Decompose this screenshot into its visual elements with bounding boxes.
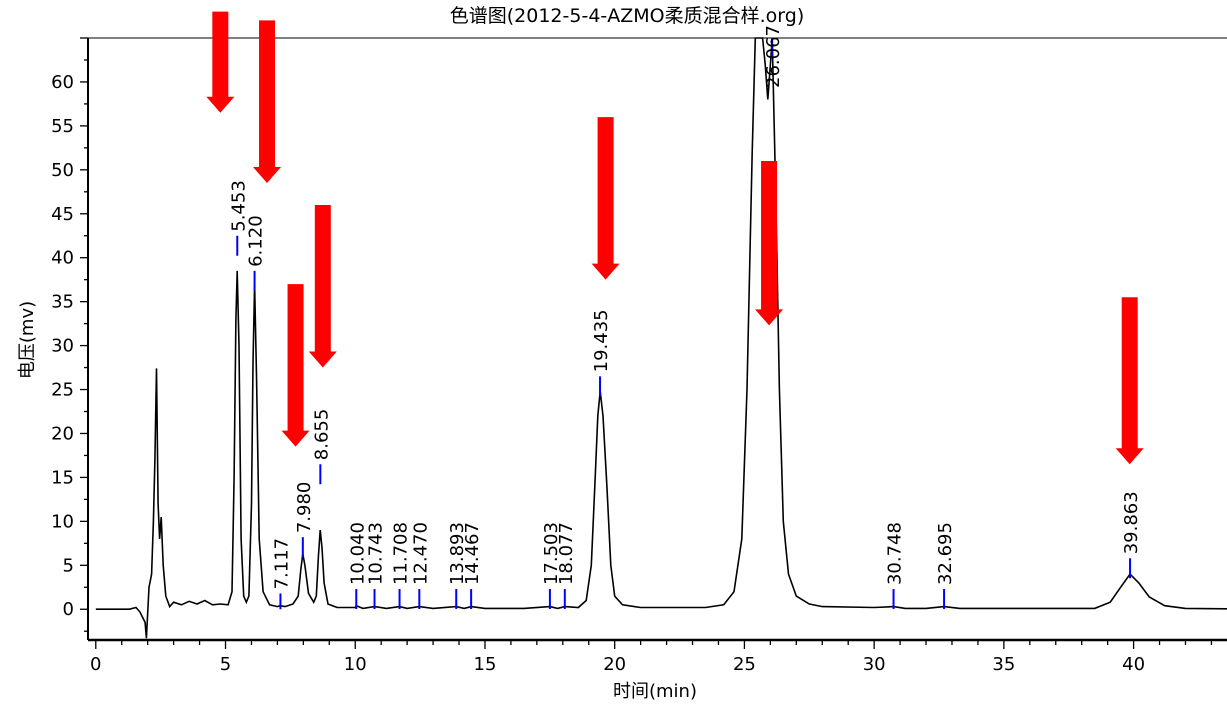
y-tick-label: 15 [51, 467, 74, 488]
y-tick-label: 50 [51, 160, 74, 181]
y-tick-label: 60 [51, 72, 74, 93]
y-tick-label: 0 [63, 599, 74, 620]
peak-label: 7.117 [271, 538, 292, 590]
x-tick-label: 40 [1122, 654, 1145, 675]
red-arrow [592, 117, 620, 280]
x-tick-label: 0 [90, 654, 101, 675]
y-tick-label: 55 [51, 116, 74, 137]
x-axis-ticks: 0 5 10 15 20 25 30 35 40 [90, 640, 1211, 675]
red-arrow [755, 161, 783, 325]
y-tick-label: 45 [51, 204, 74, 225]
y-axis-label: 电压(mv) [17, 301, 38, 379]
red-arrow [309, 205, 337, 368]
peak-label: 10.743 [366, 522, 387, 585]
x-tick-label: 25 [733, 654, 756, 675]
peak-label: 19.435 [591, 309, 612, 372]
red-arrow [253, 20, 281, 183]
peak-label: 26.067 [763, 25, 784, 88]
x-tick-label: 20 [603, 654, 626, 675]
y-tick-label: 10 [51, 511, 74, 532]
x-tick-label: 15 [474, 654, 497, 675]
y-tick-label: 30 [51, 336, 74, 357]
peak-label: 18.077 [556, 522, 577, 585]
peak-label: 11.708 [391, 522, 412, 585]
x-axis-label: 时间(min) [613, 681, 697, 702]
x-tick-label: 30 [863, 654, 886, 675]
y-tick-label: 25 [51, 380, 74, 401]
peak-label: 7.980 [294, 482, 315, 534]
x-tick-label: 10 [344, 654, 367, 675]
peak-label: 6.120 [246, 215, 267, 267]
peak-label: 30.748 [885, 522, 906, 585]
axes [88, 38, 1227, 640]
red-arrows [206, 12, 1143, 465]
peak-label: 14.467 [462, 522, 483, 585]
red-arrow [1116, 297, 1144, 464]
x-tick-label: 35 [992, 654, 1015, 675]
red-arrow [206, 12, 234, 113]
chart-title: 色谱图(2012-5-4-AZMO柔质混合样.org) [450, 5, 805, 27]
y-tick-label: 5 [63, 555, 74, 576]
y-tick-label: 40 [51, 248, 74, 269]
peak-label: 12.470 [410, 522, 431, 585]
red-arrow [282, 284, 310, 447]
y-tick-label: 20 [51, 423, 74, 444]
y-tick-label: 35 [51, 292, 74, 313]
y-axis-ticks: 0 5 10 15 20 25 30 35 40 45 50 55 60 [51, 38, 88, 631]
peak-label: 32.695 [935, 522, 956, 585]
peak-label: 8.655 [311, 409, 332, 461]
peak-label: 39.863 [1121, 491, 1142, 554]
x-tick-label: 5 [220, 654, 231, 675]
